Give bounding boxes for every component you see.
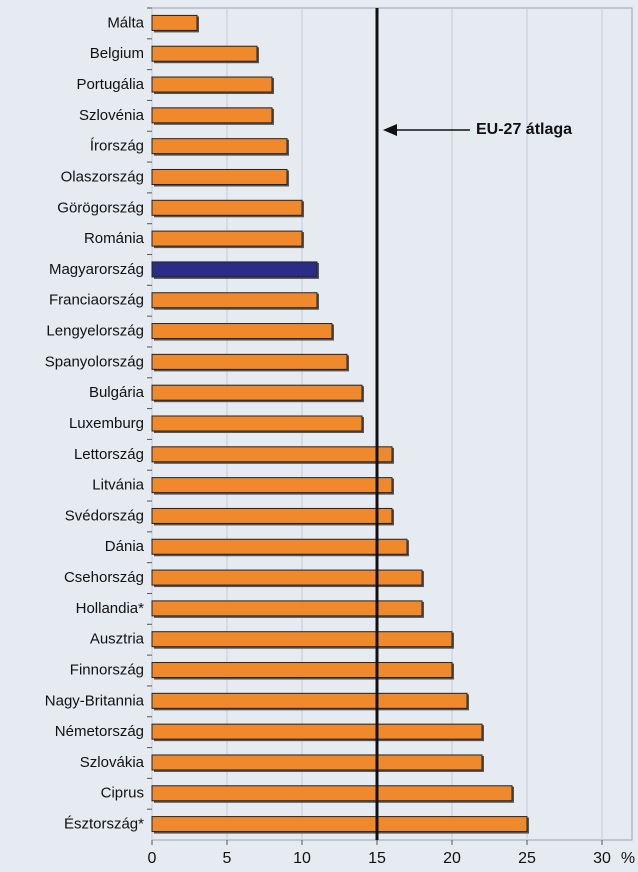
y-tick-label: Ausztria: [90, 631, 145, 648]
bar: [151, 569, 423, 586]
y-tick-label: Németország: [55, 723, 144, 740]
y-tick-label: Luxemburg: [69, 415, 144, 432]
bar: [151, 477, 393, 494]
annotation: EU-27 átlaga: [476, 121, 572, 138]
bar: [151, 138, 288, 155]
y-tick-label: Szlovénia: [79, 107, 145, 124]
y-tick-label: Ciprus: [101, 785, 144, 802]
x-tick-label: 5: [223, 850, 232, 867]
bar: [151, 76, 273, 93]
y-tick-label: Málta: [107, 14, 144, 31]
y-tick-label: Nagy-Britannia: [45, 692, 145, 709]
bar: [151, 507, 393, 524]
bar: [151, 384, 363, 401]
y-tick-label: Lengyelország: [46, 323, 144, 340]
y-tick-label: Franciaország: [49, 292, 144, 309]
bar: [151, 261, 318, 278]
y-tick-label: Bulgária: [89, 384, 145, 401]
y-tick-label: Svédország: [65, 507, 144, 524]
bar: [151, 785, 513, 802]
y-tick-label: Lettország: [74, 446, 144, 463]
y-tick-label: Írország: [90, 138, 144, 155]
y-tick-label: Szlovákia: [80, 754, 145, 771]
y-tick-label: Finnország: [70, 661, 144, 678]
bar: [151, 538, 408, 555]
x-tick-label: 0: [148, 850, 157, 867]
bar: [151, 107, 273, 124]
bar: [151, 168, 288, 185]
x-axis-label: %: [621, 850, 635, 867]
bar: [151, 662, 453, 679]
bar: [151, 631, 453, 648]
bar: [151, 816, 528, 833]
x-tick-label: 10: [293, 850, 311, 867]
y-tick-label: Litvánia: [92, 477, 144, 494]
x-tick-label: 30: [593, 850, 611, 867]
y-tick-label: Olaszország: [61, 168, 144, 185]
x-tick-label: 25: [518, 850, 536, 867]
bar: [151, 199, 303, 216]
bar: [151, 14, 198, 31]
bar: [151, 323, 333, 340]
y-tick-label: Magyarország: [49, 261, 144, 278]
y-tick-label: Görögország: [57, 199, 144, 216]
bar: [151, 446, 393, 463]
y-tick-label: Észtország*: [64, 816, 144, 833]
bar: [151, 45, 258, 62]
bar: [151, 353, 348, 370]
y-tick-label: Románia: [84, 230, 145, 247]
bar: [151, 692, 468, 709]
y-tick-label: Spanyolország: [45, 353, 144, 370]
y-tick-label: Hollandia*: [76, 600, 145, 617]
bar: [151, 230, 303, 247]
arrow-head: [383, 124, 397, 136]
x-tick-label: 15: [368, 850, 386, 867]
y-tick-label: Belgium: [90, 45, 144, 62]
y-tick-label: Dánia: [105, 538, 145, 555]
bar: [151, 723, 483, 740]
x-tick-label: 20: [443, 850, 461, 867]
bar: [151, 754, 483, 771]
y-tick-label: Portugália: [76, 76, 144, 93]
y-tick-label: Csehország: [64, 569, 144, 586]
bar: [151, 292, 318, 309]
bar: [151, 600, 423, 617]
bar: [151, 415, 363, 432]
